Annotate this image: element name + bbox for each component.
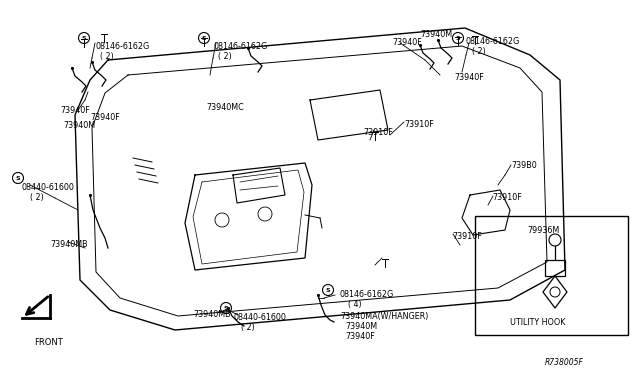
Bar [475, 216, 628, 335]
Text: S: S [456, 35, 460, 41]
Text: 73940F: 73940F [345, 332, 375, 341]
Text: S: S [82, 35, 86, 41]
Text: S: S [202, 35, 206, 41]
Text: 08146-6162G: 08146-6162G [466, 37, 520, 46]
Bar [545, 260, 565, 276]
Text: ( 2): ( 2) [472, 47, 486, 56]
Text: ( 4): ( 4) [348, 300, 362, 309]
Text: 73940M: 73940M [345, 322, 377, 331]
Text: 73940MC: 73940MC [206, 103, 244, 112]
Text: S: S [326, 288, 330, 292]
Text: 73910F: 73910F [492, 193, 522, 202]
Text: 73940F: 73940F [60, 106, 90, 115]
Text: 08146-6162G: 08146-6162G [213, 42, 268, 51]
Text: 79936M: 79936M [527, 226, 559, 235]
Text: 73940F: 73940F [90, 113, 120, 122]
Text: 08146-6162G: 08146-6162G [340, 290, 394, 299]
Text: 73940MB: 73940MB [193, 310, 230, 319]
Text: ( 2): ( 2) [241, 323, 255, 332]
Text: FRONT: FRONT [34, 338, 63, 347]
Text: 73940F: 73940F [454, 73, 484, 82]
Text: 73910F: 73910F [363, 128, 393, 137]
Text: 08440-61600: 08440-61600 [233, 313, 286, 322]
Text: 73910F: 73910F [452, 232, 482, 241]
Text: ( 2): ( 2) [30, 193, 44, 202]
Text: 73940MB: 73940MB [50, 240, 88, 249]
Text: UTILITY HOOK: UTILITY HOOK [510, 318, 565, 327]
Text: ( 2): ( 2) [100, 52, 114, 61]
Text: 73940M: 73940M [63, 121, 95, 130]
Text: ( 2): ( 2) [218, 52, 232, 61]
Text: 08440-61600: 08440-61600 [22, 183, 75, 192]
Text: 739B0: 739B0 [511, 161, 537, 170]
Text: 73940F: 73940F [392, 38, 422, 47]
Text: 73910F: 73910F [404, 120, 434, 129]
Text: R738005F: R738005F [545, 358, 584, 367]
Text: 73940MA(W/HANGER): 73940MA(W/HANGER) [340, 312, 428, 321]
Text: S: S [16, 176, 20, 180]
Text: 08146-6162G: 08146-6162G [95, 42, 149, 51]
Text: 73940M: 73940M [420, 30, 452, 39]
Text: S: S [224, 305, 228, 311]
